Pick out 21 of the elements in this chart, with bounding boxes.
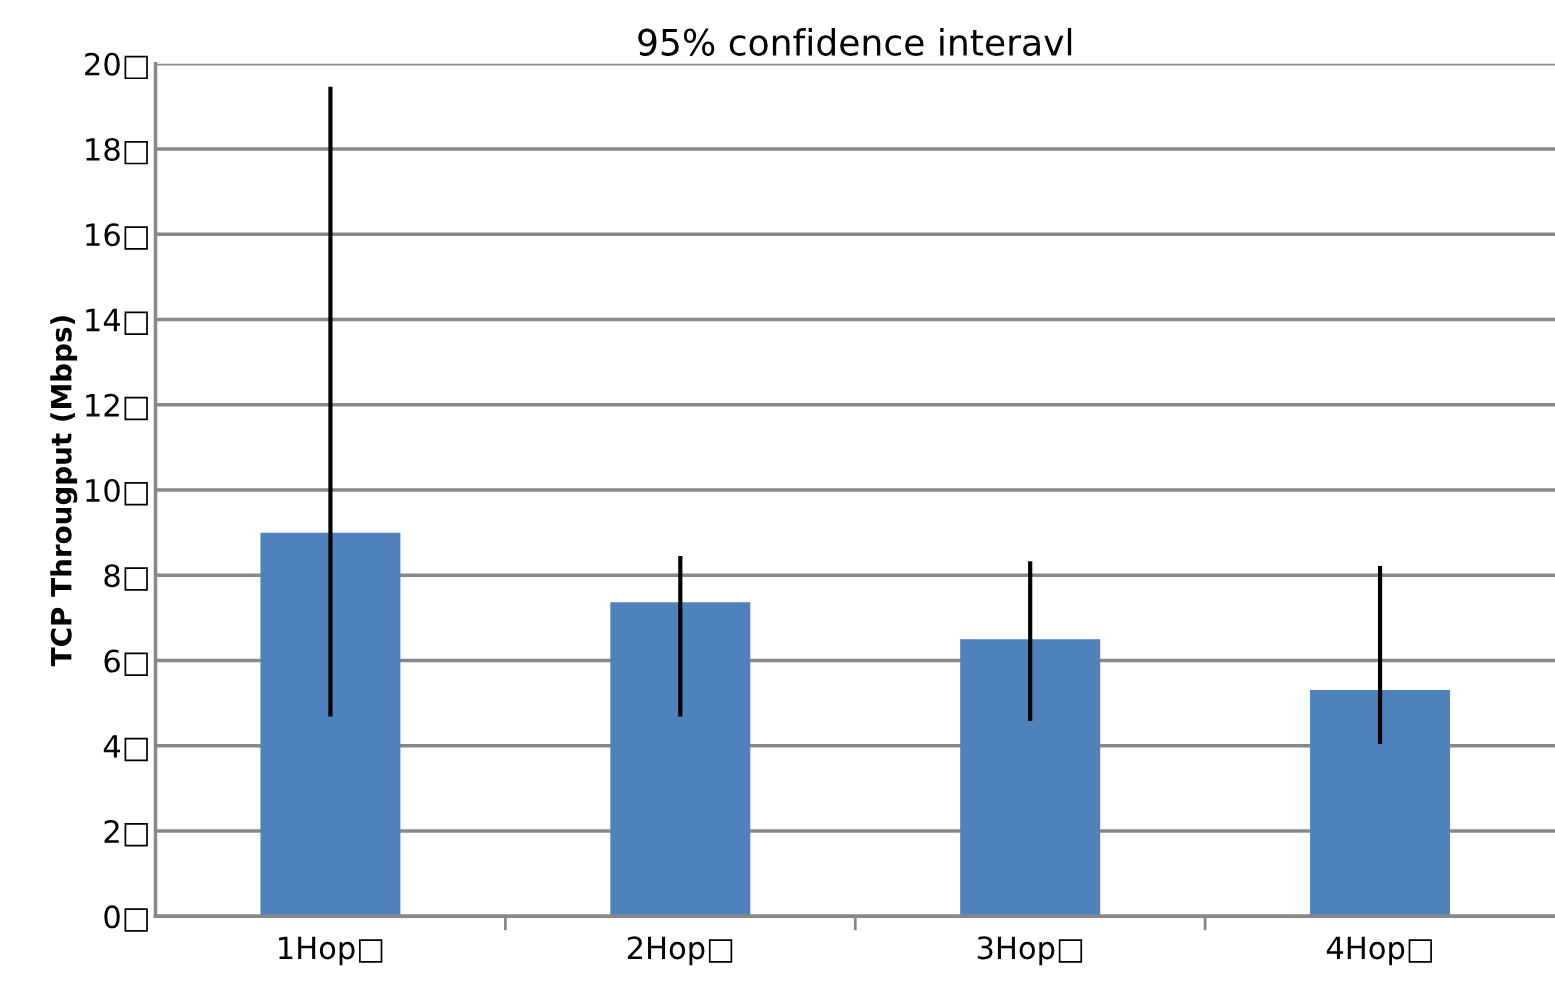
x-tick-label: 1Hop□ (279, 936, 383, 966)
y-tick-label: 14□ (86, 308, 148, 335)
bar (610, 602, 751, 917)
bar (960, 639, 1101, 917)
y-axis-title: TCP Througput (Mbps) (50, 316, 78, 667)
y-tick-label: 12□ (86, 393, 148, 421)
y-tick-label: 6□ (104, 649, 148, 676)
x-tick-label: 3Hop□ (977, 936, 1083, 966)
y-tick-label: 10□ (86, 478, 148, 506)
y-tick-label: 8□ (104, 564, 148, 591)
y-tick-label: 2□ (104, 819, 148, 847)
y-tick-label: 18□ (86, 137, 148, 165)
bar (1310, 689, 1451, 917)
y-tick-label: 4□ (103, 735, 148, 762)
x-tick-label: 4Hop□ (1326, 936, 1432, 966)
y-tick-label: 16□ (86, 223, 148, 250)
y-tick-label: 20□ (85, 52, 148, 80)
bar (260, 532, 401, 917)
chart-title: 95% confidence interavl (638, 27, 1072, 56)
y-tick-label: 0□ (104, 905, 148, 932)
x-tick-label: 2Hop□ (627, 936, 733, 966)
